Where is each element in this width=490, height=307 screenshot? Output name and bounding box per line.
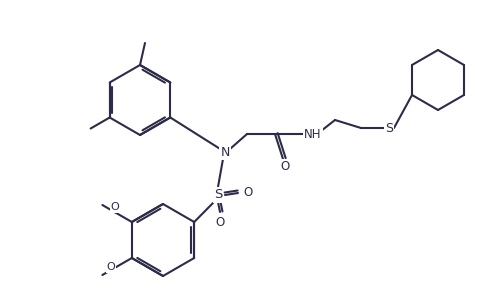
Text: O: O: [244, 186, 253, 200]
Text: O: O: [111, 202, 120, 212]
Text: O: O: [280, 160, 290, 173]
Text: S: S: [385, 122, 393, 134]
Text: O: O: [107, 262, 116, 272]
Text: O: O: [216, 216, 224, 230]
Text: S: S: [214, 188, 222, 201]
Text: N: N: [220, 146, 230, 158]
Text: NH: NH: [304, 127, 322, 141]
